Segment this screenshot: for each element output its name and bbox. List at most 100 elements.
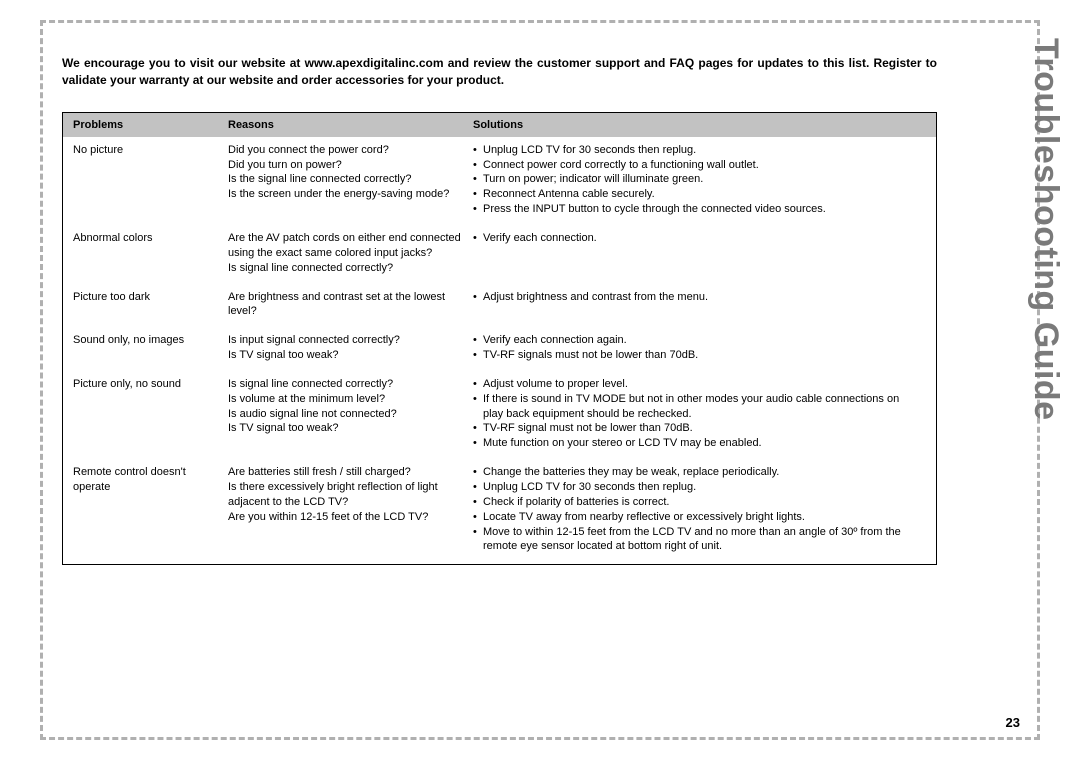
bullet-dot: •: [473, 202, 483, 217]
table-row: No pictureDid you connect the power cord…: [73, 143, 936, 217]
solution-text: Connect power cord correctly to a functi…: [483, 158, 916, 173]
intro-paragraph: We encourage you to visit our website at…: [62, 55, 937, 90]
reason-line: Is the screen under the energy-saving mo…: [228, 187, 463, 202]
reason-line: Are you within 12-15 feet of the LCD TV?: [228, 510, 463, 525]
solution-line: •Turn on power; indicator will illuminat…: [473, 172, 916, 187]
cell-reasons: Is signal line connected correctly?Is vo…: [228, 377, 473, 451]
cell-problem: Sound only, no images: [73, 333, 228, 363]
solution-line: •Adjust brightness and contrast from the…: [473, 290, 916, 305]
solution-line: •Check if polarity of batteries is corre…: [473, 495, 916, 510]
cell-reasons: Is input signal connected correctly?Is T…: [228, 333, 473, 363]
solution-text: Check if polarity of batteries is correc…: [483, 495, 916, 510]
table-row: Picture too darkAre brightness and contr…: [73, 290, 936, 320]
bullet-dot: •: [473, 290, 483, 305]
cell-problem: No picture: [73, 143, 228, 217]
solution-line: •Unplug LCD TV for 30 seconds then replu…: [473, 143, 916, 158]
cell-solutions: •Change the batteries they may be weak, …: [473, 465, 936, 554]
reason-line: Did you turn on power?: [228, 158, 463, 173]
solution-line: •Adjust volume to proper level.: [473, 377, 916, 392]
solution-line: •TV-RF signal must not be lower than 70d…: [473, 421, 916, 436]
solution-text: Change the batteries they may be weak, r…: [483, 465, 916, 480]
cell-reasons: Are batteries still fresh / still charge…: [228, 465, 473, 554]
solution-text: Verify each connection.: [483, 231, 916, 246]
cell-problem: Remote control doesn't operate: [73, 465, 228, 554]
cell-problem: Abnormal colors: [73, 231, 228, 276]
bullet-dot: •: [473, 421, 483, 436]
header-solutions: Solutions: [473, 119, 936, 131]
reason-line: Is volume at the minimum level?: [228, 392, 463, 407]
reason-line: Is TV signal too weak?: [228, 421, 463, 436]
cell-reasons: Did you connect the power cord?Did you t…: [228, 143, 473, 217]
table-header-row: Problems Reasons Solutions: [63, 113, 936, 137]
solution-line: •Press the INPUT button to cycle through…: [473, 202, 916, 217]
reason-line: Is there excessively bright reflection o…: [228, 480, 463, 510]
bullet-dot: •: [473, 333, 483, 348]
reason-line: Are the AV patch cords on either end con…: [228, 231, 463, 261]
solution-line: •Mute function on your stereo or LCD TV …: [473, 436, 916, 451]
solution-line: •Verify each connection.: [473, 231, 916, 246]
table-body: No pictureDid you connect the power cord…: [63, 137, 936, 564]
troubleshooting-table: Problems Reasons Solutions No pictureDid…: [62, 112, 937, 565]
solution-text: Adjust volume to proper level.: [483, 377, 916, 392]
table-row: Abnormal colorsAre the AV patch cords on…: [73, 231, 936, 276]
solution-line: •Connect power cord correctly to a funct…: [473, 158, 916, 173]
cell-reasons: Are brightness and contrast set at the l…: [228, 290, 473, 320]
solution-text: Turn on power; indicator will illuminate…: [483, 172, 916, 187]
reason-line: Did you connect the power cord?: [228, 143, 463, 158]
solution-text: TV-RF signal must not be lower than 70dB…: [483, 421, 916, 436]
side-tab-title: Troubleshooting Guide: [1021, 38, 1065, 421]
bullet-dot: •: [473, 480, 483, 495]
solution-text: Press the INPUT button to cycle through …: [483, 202, 916, 217]
solution-line: •Locate TV away from nearby reflective o…: [473, 510, 916, 525]
reason-line: Is signal line connected correctly?: [228, 261, 463, 276]
bullet-dot: •: [473, 348, 483, 363]
bullet-dot: •: [473, 187, 483, 202]
cell-solutions: •Unplug LCD TV for 30 seconds then replu…: [473, 143, 936, 217]
reason-line: Is signal line connected correctly?: [228, 377, 463, 392]
cell-problem: Picture too dark: [73, 290, 228, 320]
bullet-dot: •: [473, 436, 483, 451]
solution-text: Reconnect Antenna cable securely.: [483, 187, 916, 202]
bullet-dot: •: [473, 143, 483, 158]
table-row: Sound only, no imagesIs input signal con…: [73, 333, 936, 363]
solution-text: Verify each connection again.: [483, 333, 916, 348]
cell-solutions: •Verify each connection.: [473, 231, 936, 276]
cell-reasons: Are the AV patch cords on either end con…: [228, 231, 473, 276]
solution-text: Unplug LCD TV for 30 seconds then replug…: [483, 480, 916, 495]
solution-line: •Change the batteries they may be weak, …: [473, 465, 916, 480]
solution-line: •Move to within 12-15 feet from the LCD …: [473, 525, 916, 555]
table-row: Picture only, no soundIs signal line con…: [73, 377, 936, 451]
solution-line: •Verify each connection again.: [473, 333, 916, 348]
bullet-dot: •: [473, 392, 483, 422]
solution-line: •Reconnect Antenna cable securely.: [473, 187, 916, 202]
solution-text: TV-RF signals must not be lower than 70d…: [483, 348, 916, 363]
bullet-dot: •: [473, 231, 483, 246]
solution-line: •Unplug LCD TV for 30 seconds then replu…: [473, 480, 916, 495]
solution-text: Mute function on your stereo or LCD TV m…: [483, 436, 916, 451]
solution-text: If there is sound in TV MODE but not in …: [483, 392, 916, 422]
cell-solutions: •Adjust brightness and contrast from the…: [473, 290, 936, 320]
cell-solutions: •Verify each connection again.•TV-RF sig…: [473, 333, 936, 363]
header-problems: Problems: [73, 119, 228, 131]
solution-line: •TV-RF signals must not be lower than 70…: [473, 348, 916, 363]
page-number: 23: [1006, 715, 1020, 730]
solution-text: Unplug LCD TV for 30 seconds then replug…: [483, 143, 916, 158]
bullet-dot: •: [473, 525, 483, 555]
bullet-dot: •: [473, 510, 483, 525]
reason-line: Is input signal connected correctly?: [228, 333, 463, 348]
reason-line: Is TV signal too weak?: [228, 348, 463, 363]
cell-problem: Picture only, no sound: [73, 377, 228, 451]
bullet-dot: •: [473, 377, 483, 392]
bullet-dot: •: [473, 158, 483, 173]
solution-text: Adjust brightness and contrast from the …: [483, 290, 916, 305]
table-row: Remote control doesn't operateAre batter…: [73, 465, 936, 554]
bullet-dot: •: [473, 495, 483, 510]
solution-text: Move to within 12-15 feet from the LCD T…: [483, 525, 916, 555]
cell-solutions: •Adjust volume to proper level.•If there…: [473, 377, 936, 451]
reason-line: Is the signal line connected correctly?: [228, 172, 463, 187]
reason-line: Are brightness and contrast set at the l…: [228, 290, 463, 320]
reason-line: Is audio signal line not connected?: [228, 407, 463, 422]
bullet-dot: •: [473, 172, 483, 187]
solution-line: •If there is sound in TV MODE but not in…: [473, 392, 916, 422]
solution-text: Locate TV away from nearby reflective or…: [483, 510, 916, 525]
